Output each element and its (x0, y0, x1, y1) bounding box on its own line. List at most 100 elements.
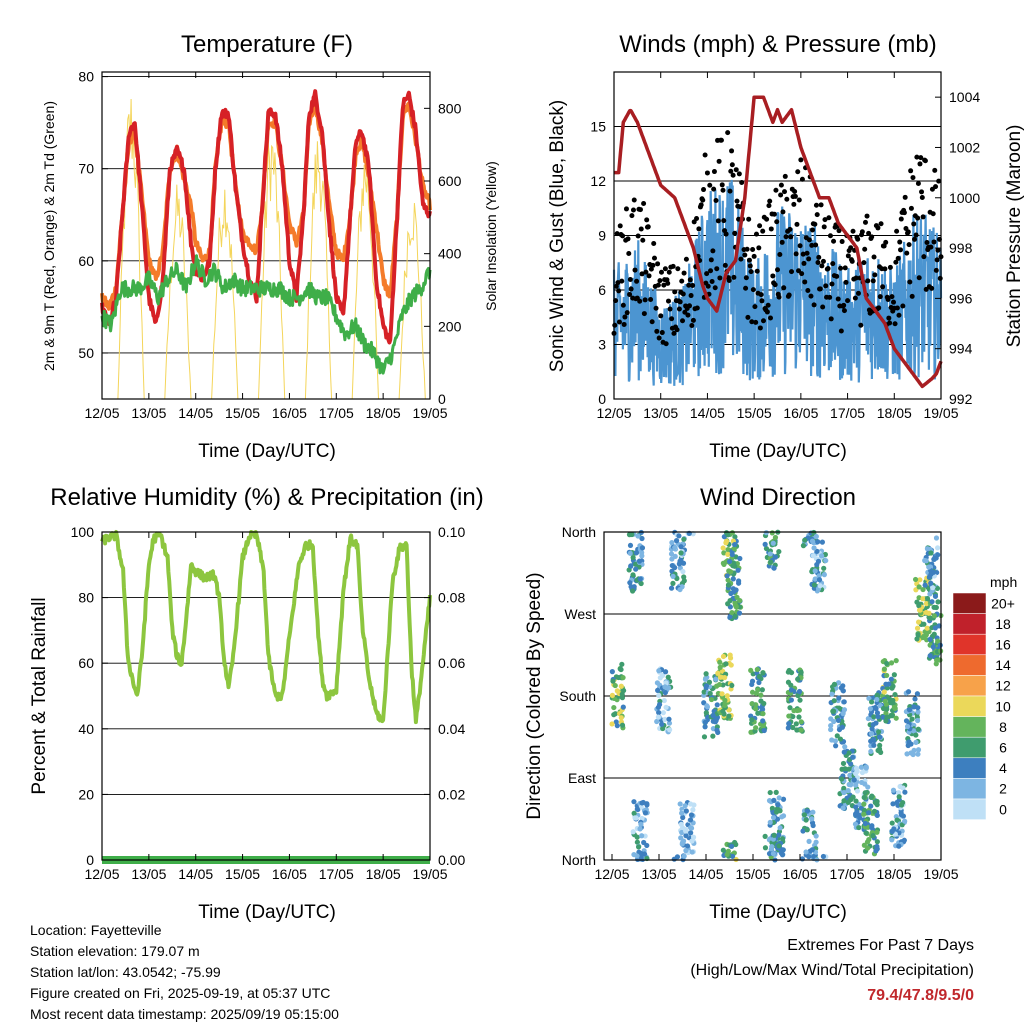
rh-xtick-label: 17/05 (319, 866, 354, 882)
direction-point (871, 742, 877, 748)
direction-point (868, 748, 874, 755)
direction-point (775, 802, 781, 808)
legend-swatch (952, 613, 987, 635)
rh-ytick-right-label: 0.08 (438, 590, 465, 606)
direction-point (804, 808, 810, 814)
direction-point (683, 847, 689, 854)
direction-point (812, 568, 818, 574)
direction-point (638, 821, 644, 827)
direction-point (927, 636, 933, 642)
direction-point (660, 710, 666, 716)
gust-point (784, 196, 790, 202)
direction-point (767, 789, 773, 796)
legend-label: 8 (999, 719, 1007, 735)
direction-point (795, 676, 801, 682)
gust-point (739, 180, 745, 186)
direction-point (729, 682, 735, 689)
gust-point (835, 296, 841, 302)
direction-point (915, 726, 921, 732)
gust-point (805, 287, 811, 293)
dir-xtick-label: 14/05 (688, 866, 723, 882)
direction-point (753, 725, 759, 731)
gust-point (690, 317, 696, 323)
direction-point (749, 689, 756, 695)
gust-point (897, 239, 903, 245)
direction-point (862, 790, 868, 796)
direction-point (882, 698, 888, 704)
direction-point (762, 541, 768, 547)
gust-point (747, 263, 753, 269)
direction-point (678, 550, 684, 556)
direction-point (767, 551, 773, 557)
direction-point (726, 713, 732, 719)
direction-point (813, 833, 819, 839)
direction-point (863, 830, 869, 836)
relative-humidity-line (100, 530, 432, 725)
direction-point (666, 720, 673, 726)
direction-point (850, 754, 856, 760)
direction-point (872, 799, 878, 806)
direction-point (801, 812, 808, 818)
gust-point (760, 228, 766, 234)
elevation-text: Station elevation: 179.07 m (30, 943, 200, 959)
direction-point (848, 782, 854, 788)
gust-point (906, 242, 912, 248)
direction-point (722, 702, 728, 708)
gust-point (770, 273, 776, 279)
legend-label: 6 (999, 740, 1007, 756)
direction-point (861, 842, 867, 848)
wind-ytick-right-label: 1002 (949, 139, 980, 155)
direction-point (937, 642, 943, 648)
direction-point (928, 580, 934, 586)
direction-point (850, 794, 856, 800)
legend-swatch (952, 675, 987, 697)
direction-point (810, 822, 816, 829)
direction-point (676, 561, 682, 567)
gust-point (802, 279, 808, 285)
gust-point (727, 188, 733, 194)
pressure-line (613, 95, 943, 389)
direction-point (767, 819, 773, 825)
direction-point (732, 541, 738, 548)
direction-point (839, 776, 845, 782)
direction-point (676, 533, 682, 539)
direction-point (841, 707, 848, 713)
direction-point (688, 830, 694, 836)
gust-point (778, 182, 784, 188)
gust-point (758, 292, 764, 298)
legend-label: 14 (995, 657, 1011, 673)
gust-point (757, 223, 763, 229)
direction-point (794, 727, 800, 733)
gust-point (743, 285, 749, 291)
direction-point (610, 678, 616, 684)
direction-point (809, 816, 815, 822)
temp-xtick-label: 14/05 (178, 405, 213, 421)
gust-point (796, 197, 802, 203)
direction-point (917, 577, 923, 583)
direction-point (780, 796, 787, 802)
gust-point (774, 219, 780, 225)
direction-point (717, 659, 723, 665)
gust-point (634, 278, 640, 284)
gust-point (686, 282, 692, 288)
direction-point (714, 702, 720, 708)
direction-point (852, 821, 859, 827)
gust-point (813, 202, 819, 208)
gust-point (750, 247, 756, 253)
gust-point (922, 158, 928, 164)
direction-point (758, 692, 764, 698)
gust-point (627, 276, 633, 282)
gust-point (720, 187, 726, 193)
direction-point (841, 789, 847, 796)
direction-point (614, 688, 620, 694)
direction-point (708, 696, 715, 703)
direction-point (814, 548, 820, 554)
direction-point (896, 843, 902, 849)
wind-xtick-label: 18/05 (877, 405, 912, 421)
wind-xtick-label: 15/05 (737, 405, 772, 421)
gust-point (823, 283, 829, 289)
direction-point (866, 695, 872, 701)
direction-point (630, 829, 636, 835)
direction-point (729, 530, 735, 536)
direction-point (828, 722, 834, 729)
